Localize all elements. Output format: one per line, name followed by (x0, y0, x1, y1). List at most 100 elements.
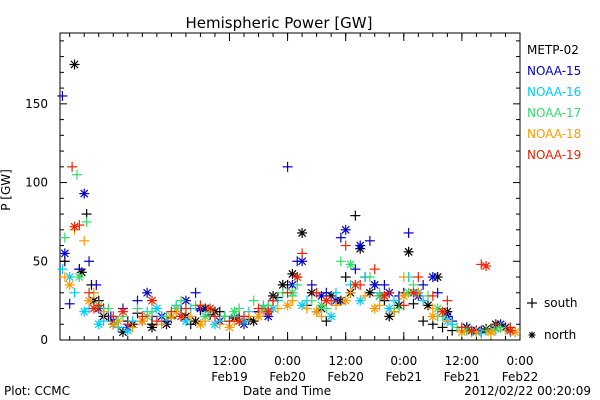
north-point (326, 311, 337, 322)
south-point (287, 295, 298, 306)
north-point (355, 295, 366, 306)
chart-title: Hemispheric Power [GW] (186, 14, 373, 32)
y-tick-label: 50 (33, 254, 48, 268)
south-point (331, 287, 341, 298)
south-point (389, 295, 400, 306)
south-point (297, 248, 308, 259)
north-point (297, 227, 308, 238)
north-point (79, 188, 90, 199)
south-point (59, 272, 70, 283)
x-tick-time-label: 0:00 (274, 354, 301, 368)
x-tick-time-label: 12:00 (212, 354, 247, 368)
north-point (408, 287, 419, 298)
south-point (71, 169, 82, 180)
x-tick-date-label: Feb20 (269, 370, 306, 384)
north-point (74, 272, 85, 283)
south-point (282, 161, 293, 172)
south-point (316, 311, 327, 322)
north-point (59, 248, 70, 259)
north-point (355, 240, 366, 251)
south-point (389, 306, 400, 317)
south-point (166, 306, 177, 317)
south-point (335, 256, 346, 267)
south-point (350, 264, 361, 275)
south-point (180, 303, 191, 314)
legend-entry-noaa-16: NOAA-16 (527, 85, 581, 99)
north-point (311, 306, 322, 317)
x-tick-date-label: Feb20 (327, 370, 364, 384)
south-point (408, 298, 419, 309)
south-point (67, 161, 78, 172)
south-point (427, 290, 438, 301)
north-point (117, 306, 128, 317)
y-tick-label: 100 (25, 176, 48, 190)
south-point (147, 306, 157, 317)
north-point (292, 272, 303, 283)
x-tick-time-label: 12:00 (445, 354, 480, 368)
north-point (69, 221, 80, 232)
north-point (142, 287, 153, 298)
legend-entry-noaa-15: NOAA-15 (527, 64, 581, 78)
south-point (306, 279, 317, 290)
plot-timestamp: 2012/02/22 00:20:09 (464, 384, 591, 398)
south-point (418, 295, 429, 306)
north-point (345, 259, 356, 270)
south-point (195, 300, 206, 311)
north-point (88, 303, 99, 314)
north-point (466, 325, 477, 336)
north-point (64, 279, 75, 290)
south-point (398, 300, 409, 311)
south-point (456, 322, 467, 333)
legend-south-label: south (544, 296, 578, 310)
south-point (185, 311, 196, 322)
y-tick-label: 0 (40, 333, 48, 347)
north-point (69, 59, 80, 70)
legend-north-symbol (528, 331, 536, 339)
x-tick-date-label: Feb22 (502, 370, 539, 384)
south-point (176, 295, 187, 306)
south-point (272, 303, 283, 314)
north-point (229, 306, 240, 317)
north-point (427, 311, 438, 322)
legend-north-label: north (544, 328, 576, 342)
x-tick-time-label: 12:00 (328, 354, 363, 368)
south-point (340, 272, 351, 283)
south-point (137, 311, 148, 322)
north-point (122, 325, 133, 336)
north-point (234, 316, 245, 327)
x-tick-time-label: 0:00 (507, 354, 534, 368)
south-point (350, 210, 361, 221)
south-point (57, 264, 68, 275)
south-point (122, 319, 133, 330)
legend-entry-metp-02: METP-02 (527, 43, 579, 57)
x-tick-time-label: 0:00 (390, 354, 417, 368)
north-point (398, 290, 409, 301)
north-point (176, 311, 187, 322)
north-point (263, 306, 274, 317)
x-tick-date-label: Feb21 (444, 370, 481, 384)
north-point (505, 325, 516, 336)
north-point (340, 295, 351, 306)
north-point (437, 306, 448, 317)
south-point (335, 232, 346, 243)
south-point (331, 300, 341, 311)
north-point (147, 322, 157, 333)
south-point (413, 272, 424, 283)
south-point (64, 298, 75, 309)
x-tick-date-label: Feb19 (211, 370, 248, 384)
south-point (442, 316, 453, 327)
north-point (147, 295, 157, 306)
south-point (442, 295, 453, 306)
south-point (360, 290, 371, 301)
south-point (437, 322, 448, 333)
south-point (224, 316, 235, 327)
y-axis-label: P [GW] (0, 169, 13, 211)
north-point (427, 272, 438, 283)
north-point (384, 311, 395, 322)
north-point (340, 224, 351, 235)
south-point (379, 279, 390, 290)
south-point (268, 295, 279, 306)
south-point (151, 316, 162, 327)
y-tick-label: 150 (25, 97, 48, 111)
x-tick-date-label: Feb21 (386, 370, 423, 384)
